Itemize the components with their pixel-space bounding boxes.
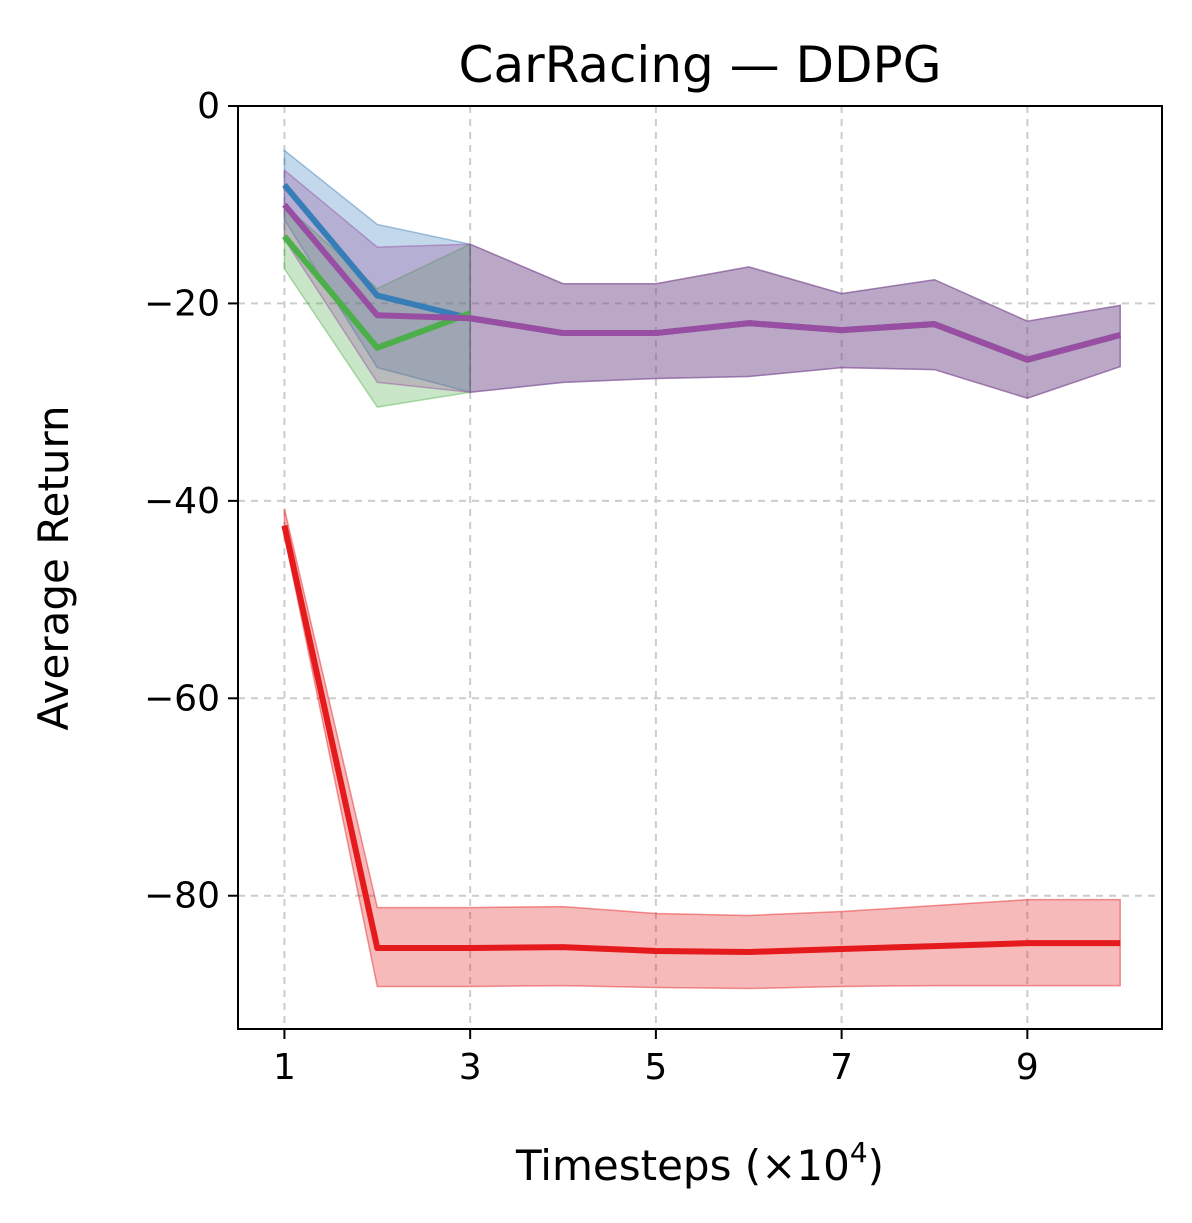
band-gray [469,243,1121,399]
x-tick-label: 7 [830,1047,853,1088]
band-red [283,508,1121,990]
line-red [281,524,1121,956]
y-tick-label: −60 [144,678,220,719]
axis-ticks: 1 3 5 7 9 0 −20 −40 −60 −80 [144,86,1039,1088]
line-blue [282,183,471,322]
band-green [283,203,471,408]
y-tick-label: −20 [144,283,220,324]
x-tick-label: 3 [459,1047,482,1088]
line-purple [282,202,1121,363]
band-purple [283,168,1121,399]
plot-frame [237,105,1163,1030]
y-tick-label: −80 [144,876,220,917]
y-tick-label: −40 [144,481,220,522]
y-axis-title: Average Return [29,405,78,730]
line-green [282,234,472,351]
x-tick-label: 9 [1016,1047,1039,1088]
grid [238,105,1162,1029]
chart-title: CarRacing — DDPG [459,36,942,94]
y-tick-label: 0 [197,86,220,127]
x-axis-title: Timesteps (×104) [515,1136,884,1190]
series-lines [281,183,1121,956]
x-tick-label: 5 [644,1047,667,1088]
x-tick-label: 1 [273,1047,296,1088]
confidence-bands [283,148,1121,990]
